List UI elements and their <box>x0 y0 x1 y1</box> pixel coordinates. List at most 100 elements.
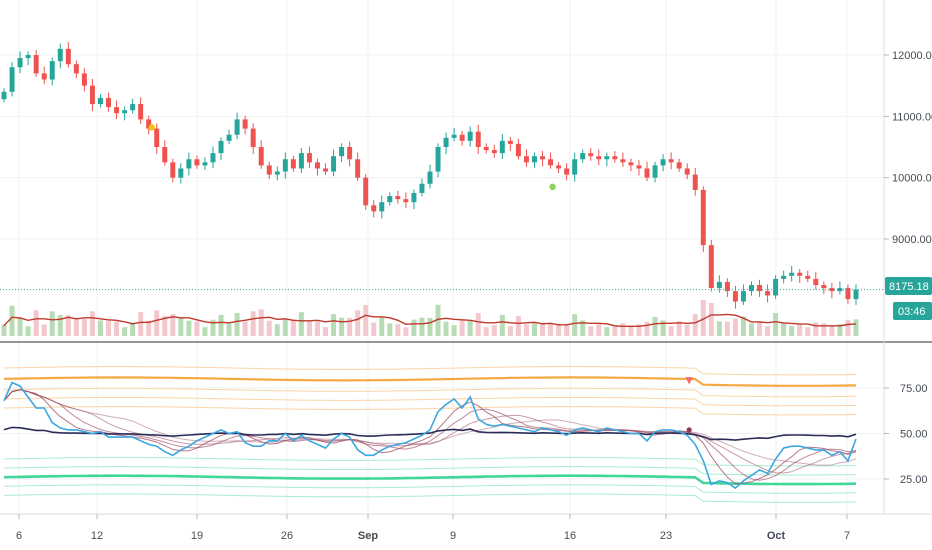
oscillator-pane[interactable] <box>3 366 857 503</box>
volume-bar <box>523 324 529 336</box>
candle-body <box>781 275 787 279</box>
candle-body <box>564 168 570 175</box>
volume-bar <box>403 327 409 336</box>
oscillator-ribbon-line <box>3 389 857 481</box>
volume-bar <box>620 323 626 336</box>
candle-body <box>435 147 441 172</box>
candle-body <box>306 153 312 163</box>
volume-bar <box>41 324 47 336</box>
volume-bar <box>475 313 481 336</box>
volume-bar <box>491 325 497 336</box>
candle-body <box>459 134 465 141</box>
oscillator-band <box>3 366 857 376</box>
volume-bar <box>114 321 120 336</box>
oscillator-band <box>3 387 857 398</box>
volume-bar <box>716 321 722 336</box>
volume-bar <box>9 305 15 336</box>
volume-bar <box>89 311 95 336</box>
price-pane[interactable] <box>0 42 884 309</box>
candle-body <box>9 67 15 92</box>
volume-bar <box>371 322 377 336</box>
volume-bar <box>572 314 578 336</box>
candle-body <box>419 183 425 193</box>
candle-body <box>620 159 626 163</box>
candle-body <box>604 156 610 160</box>
volume-bar <box>652 316 658 336</box>
candle-body <box>676 162 682 169</box>
volume-bar <box>596 324 602 336</box>
price-tag-box <box>885 277 932 295</box>
oscillator-marker-triangle <box>685 377 694 385</box>
volume-bar <box>411 319 417 336</box>
candle-body <box>162 147 168 163</box>
volume-bar <box>210 319 216 336</box>
volume-bar <box>363 305 369 336</box>
volume-bar <box>1 324 7 336</box>
price-tag-countdown: 03:46 <box>898 306 926 318</box>
volume-bar <box>757 321 763 336</box>
candle-body <box>467 131 473 141</box>
candle-body <box>363 177 369 206</box>
oscillator-axis[interactable]: 75.00 50.00 25.00 <box>884 383 928 486</box>
volume-bar <box>314 321 320 336</box>
candle-body <box>684 168 690 175</box>
candle-body <box>692 174 698 190</box>
time-axis[interactable]: 6 12 19 26 Sep 9 16 23 Oct 7 <box>16 514 850 542</box>
candle-body <box>146 119 152 129</box>
candle-body <box>443 137 449 147</box>
volume-bar <box>515 315 521 336</box>
volume-bar <box>162 316 168 336</box>
candle-body <box>451 134 457 138</box>
volume-bar <box>507 326 513 336</box>
volume-bar <box>749 323 754 336</box>
countdown-tag-box <box>893 302 932 320</box>
oscillator-signal-line <box>3 426 857 441</box>
volume-bar <box>773 313 779 336</box>
candle-body <box>371 205 377 212</box>
candle-body <box>81 73 87 86</box>
candle-body <box>178 168 184 178</box>
volume-bar <box>564 324 570 336</box>
volume-bar <box>708 303 714 336</box>
candle-body <box>226 134 232 141</box>
y-tick-label: 12000.00 <box>892 50 932 62</box>
oscillator-band <box>3 376 857 387</box>
volume-bar <box>290 319 296 336</box>
price-tag-value: 8175.18 <box>889 281 929 293</box>
candle-body <box>57 48 63 62</box>
oscillator-band <box>3 457 857 467</box>
osc-tick-label: 50.00 <box>900 429 928 441</box>
oscillator-ribbon-line <box>3 389 857 485</box>
candle-body <box>290 159 296 169</box>
candle-body <box>1 91 7 100</box>
volume-bar <box>845 320 851 336</box>
volume-bar <box>33 310 39 336</box>
candle-body <box>49 61 55 80</box>
volume-bar <box>813 322 819 336</box>
volume-bar <box>740 316 746 336</box>
price-axis[interactable]: 12000.00 11000.00 10000.00 9000.00 <box>884 50 932 246</box>
candle-body <box>122 110 128 114</box>
volume-bar <box>556 324 562 336</box>
volume-bar <box>821 323 827 336</box>
volume-ma-line <box>3 313 857 327</box>
candle-body <box>475 131 481 147</box>
candle-body <box>757 285 763 292</box>
volume-bar <box>612 325 618 336</box>
candle-body <box>773 278 779 296</box>
candle-body <box>403 199 409 203</box>
volume-bar <box>218 314 224 336</box>
candle-body <box>540 156 546 160</box>
volume-bar <box>781 323 787 336</box>
candle-body <box>89 85 95 105</box>
volume-bar <box>395 324 401 336</box>
candle-body <box>355 159 361 178</box>
volume-bar <box>81 318 87 336</box>
candle-body <box>97 97 103 105</box>
oscillator-marker-dot <box>686 427 692 433</box>
candle-body <box>813 278 819 285</box>
candle-body <box>298 153 304 169</box>
candle-body <box>202 162 208 166</box>
volume-bar <box>732 318 738 336</box>
candle-body <box>282 159 288 172</box>
